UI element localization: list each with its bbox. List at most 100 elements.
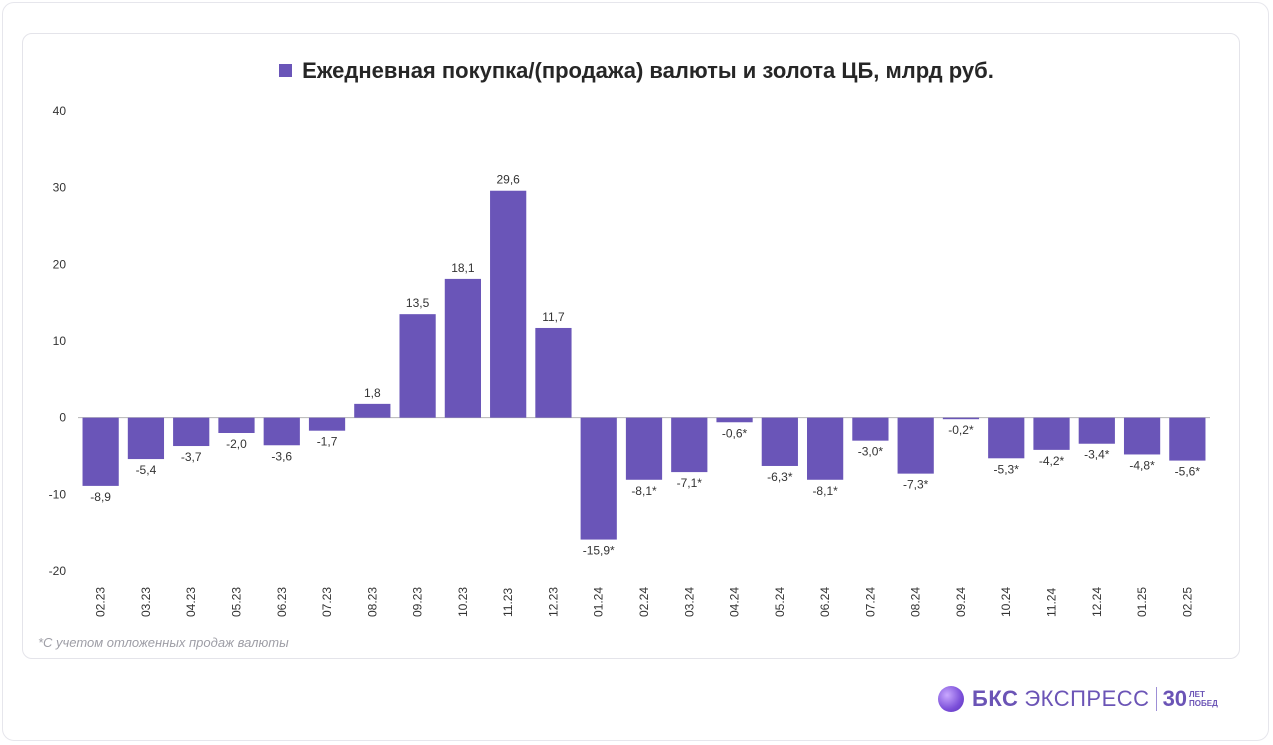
x-tick-label: 12.24 (1090, 587, 1104, 617)
data-label: 13,5 (406, 296, 430, 310)
data-label: -2,0 (226, 437, 247, 451)
x-tick-label: 09.23 (411, 587, 425, 617)
bar (263, 417, 300, 446)
bar (1033, 417, 1070, 450)
data-label: -0,6* (722, 426, 748, 440)
x-tick-label: 07.23 (320, 587, 334, 617)
bar (354, 403, 391, 418)
bar (127, 417, 165, 460)
data-label: -3,6 (271, 449, 292, 463)
bar (1078, 417, 1115, 444)
bar (1123, 417, 1161, 455)
x-tick-label: 10.24 (999, 587, 1013, 617)
y-tick-label: -20 (49, 564, 67, 578)
anniversary-line2: ПОБЕД (1189, 699, 1218, 708)
x-tick-label: 09.24 (954, 587, 968, 617)
chart-title: Ежедневная покупка/(продажа) валюты и зо… (0, 58, 1273, 84)
y-tick-label: 10 (53, 334, 67, 348)
data-label: -3,0* (858, 445, 884, 459)
data-label: -5,6* (1175, 465, 1201, 479)
bar-labels: -8,9 -5,4 -3,7 -2,0 -3,6 -1,7 1,8 13,5 18,1 29,6 1… (90, 173, 1200, 558)
x-tick-label: 04.23 (184, 587, 198, 617)
y-tick-label: 30 (53, 181, 67, 195)
brand-logo-block[interactable]: БКС ЭКСПРЕСС 30 ЛЕТ ПОБЕД (938, 684, 1218, 714)
data-label: -8,1* (812, 484, 838, 498)
data-label: -1,7 (317, 435, 338, 449)
data-label: -15,9* (583, 544, 615, 558)
x-tick-label: 02.23 (94, 587, 108, 617)
anniversary-number: 30 (1162, 686, 1188, 711)
anniversary-line1: ЛЕТ (1189, 690, 1205, 699)
bar (580, 417, 617, 540)
x-tick-label: 06.24 (818, 587, 832, 617)
data-label: 18,1 (451, 261, 475, 275)
bar (444, 278, 481, 418)
bar (671, 417, 708, 473)
x-axis: 02.23 03.23 04.23 05.23 06.23 07.23 08.23 09.23… (94, 587, 1195, 617)
bar (490, 190, 527, 418)
data-label: 29,6 (496, 173, 520, 187)
x-tick-label: 03.24 (682, 587, 696, 617)
x-tick-label: 01.24 (592, 587, 606, 617)
bars (82, 190, 1206, 540)
x-tick-label: 08.23 (365, 587, 379, 617)
y-tick-label: 20 (53, 257, 67, 271)
bar (625, 417, 663, 480)
bar (399, 314, 436, 418)
y-tick-label: -10 (49, 487, 67, 501)
legend-label: Ежедневная покупка/(продажа) валюты и зо… (302, 58, 994, 83)
bar (1169, 417, 1206, 461)
data-label: -5,4 (136, 463, 157, 477)
bar (852, 417, 889, 441)
data-label: -7,3* (903, 478, 929, 492)
x-tick-label: 01.25 (1135, 587, 1149, 617)
data-label: -3,7 (181, 450, 202, 464)
anniversary-text: ЛЕТ ПОБЕД (1189, 690, 1218, 708)
data-label: -0,2* (948, 423, 974, 437)
data-label: 1,8 (364, 386, 381, 400)
bar (535, 327, 572, 418)
bar (716, 417, 753, 423)
bks-logo-icon (938, 686, 964, 712)
data-label: 11,7 (542, 310, 565, 324)
x-tick-label: 02.25 (1180, 587, 1194, 617)
bar (308, 417, 346, 431)
brand-divider (1155, 687, 1157, 711)
y-tick-label: 40 (53, 104, 67, 118)
x-tick-label: 03.23 (139, 587, 153, 617)
bar (988, 417, 1025, 459)
data-label: -4,2* (1039, 454, 1065, 468)
data-label: -8,1* (631, 484, 657, 498)
data-label: -7,1* (677, 476, 703, 490)
y-tick-label: 0 (59, 411, 66, 425)
bar (173, 417, 210, 447)
y-axis: -20 -10 0 10 20 30 40 (49, 104, 1210, 578)
x-tick-label: 05.23 (229, 587, 243, 617)
x-tick-label: 11.24 (1045, 588, 1059, 617)
bar (897, 417, 934, 474)
x-tick-label: 12.23 (546, 587, 560, 617)
bar (761, 417, 798, 466)
data-label: -8,9 (90, 490, 111, 504)
brand-name-express: ЭКСПРЕСС (1024, 686, 1150, 711)
data-label: -4,8* (1129, 458, 1155, 472)
data-label: -5,3* (994, 462, 1020, 476)
x-tick-label: 02.24 (637, 587, 651, 617)
x-tick-label: 08.24 (909, 587, 923, 617)
x-tick-label: 04.24 (728, 587, 742, 617)
data-label: -6,3* (767, 470, 793, 484)
x-tick-label: 06.23 (275, 587, 289, 617)
footnote: *С учетом отложенных продаж валюты (38, 635, 289, 650)
brand-name: БКС (972, 686, 1019, 711)
x-tick-label: 10.23 (456, 587, 470, 617)
chart-card (22, 33, 1240, 659)
data-label: -3,4* (1084, 448, 1110, 462)
bar (218, 417, 255, 433)
legend-swatch (279, 64, 293, 77)
bar (807, 417, 844, 480)
x-tick-label: 07.24 (863, 587, 877, 617)
x-tick-label: 11.23 (501, 588, 515, 617)
x-tick-label: 05.24 (773, 587, 787, 617)
bar (82, 417, 119, 486)
